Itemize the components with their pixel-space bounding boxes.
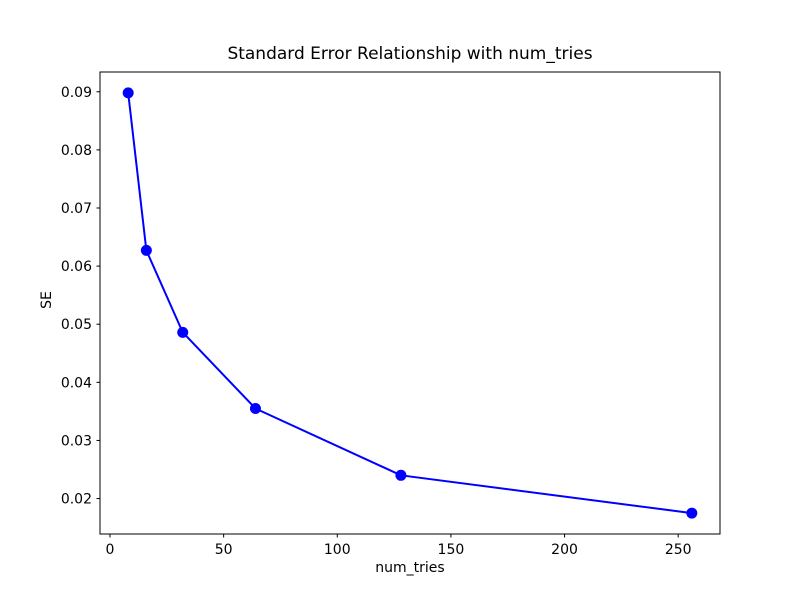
y-tick-label: 0.05 [61,317,92,333]
y-tick-label: 0.08 [61,143,92,159]
y-tick-label: 0.07 [61,201,92,217]
data-point [395,469,407,481]
chart-title: Standard Error Relationship with num_tri… [227,44,593,64]
y-tick-label: 0.06 [61,259,92,275]
x-tick-label: 250 [665,542,692,558]
data-point [249,402,261,414]
x-tick-label: 0 [106,542,115,558]
data-point [177,326,189,338]
series-line [127,91,693,515]
x-axis-label: num_tries [375,560,445,576]
data-point [122,87,134,99]
x-tick-label: 150 [438,542,465,558]
data-point [140,244,152,256]
x-tick-label: 50 [215,542,233,558]
data-point [686,507,698,519]
x-tick-label: 100 [324,542,351,558]
y-tick-label: 0.02 [61,492,92,508]
y-tick-label: 0.03 [61,433,92,449]
y-tick-label: 0.04 [61,375,92,391]
x-tick-label: 200 [551,542,578,558]
plot-border [99,71,721,535]
y-tick-label: 0.09 [61,85,92,101]
